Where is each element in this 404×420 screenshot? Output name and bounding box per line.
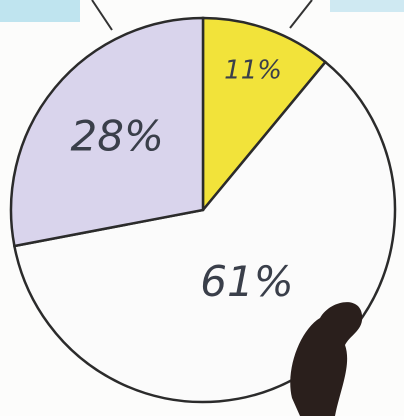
pie-slice xyxy=(9,16,205,248)
pie-slice xyxy=(201,16,328,214)
value-label: 28% xyxy=(71,112,164,161)
value-label: 61% xyxy=(200,257,293,306)
paper-decoration xyxy=(0,0,80,22)
value-label: 11% xyxy=(224,55,282,85)
pointer-line xyxy=(91,0,113,31)
pointer-line xyxy=(289,0,313,29)
paper-decoration xyxy=(330,0,404,12)
figurine xyxy=(290,302,363,416)
pie: 11% 61% 28% xyxy=(9,16,397,404)
